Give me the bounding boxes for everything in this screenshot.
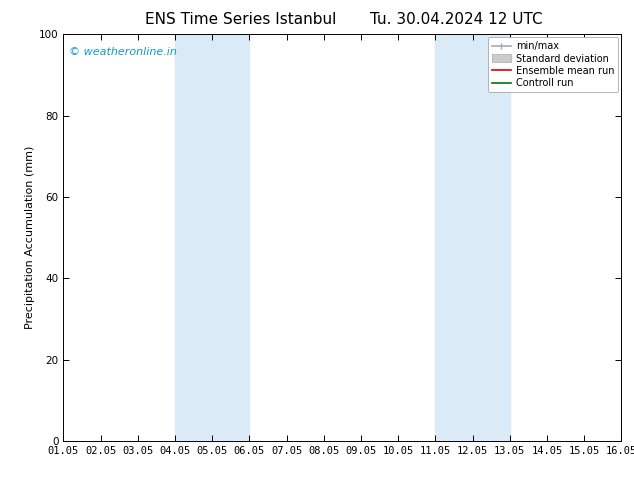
Text: © weatheronline.in: © weatheronline.in (69, 47, 177, 56)
Text: Tu. 30.04.2024 12 UTC: Tu. 30.04.2024 12 UTC (370, 12, 543, 27)
Bar (175, 34, 249, 441)
Y-axis label: Precipitation Accumulation (mm): Precipitation Accumulation (mm) (25, 146, 35, 329)
Text: ENS Time Series Istanbul: ENS Time Series Istanbul (145, 12, 337, 27)
Bar (436, 34, 510, 441)
Legend: min/max, Standard deviation, Ensemble mean run, Controll run: min/max, Standard deviation, Ensemble me… (488, 37, 618, 92)
